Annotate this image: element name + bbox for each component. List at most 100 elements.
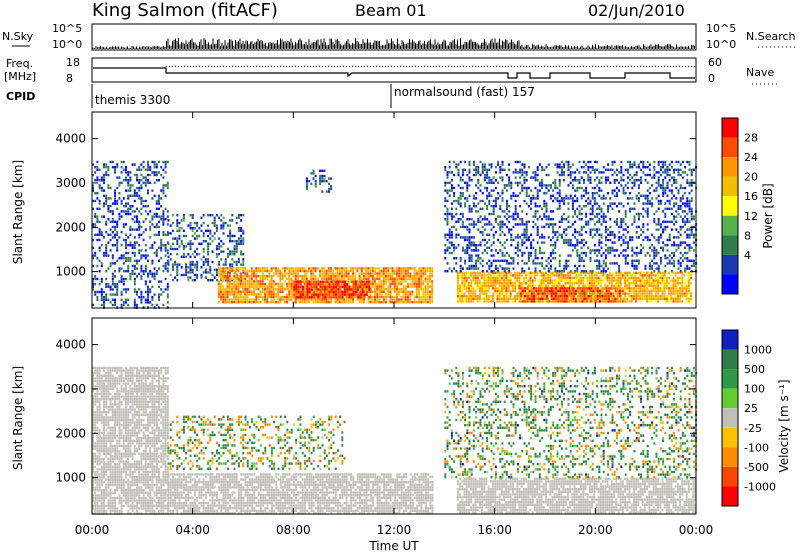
- power-ytick-label-0: 1000: [55, 265, 86, 279]
- power-colorbar-tick-0: 28: [744, 132, 758, 145]
- velocity-colorbar-tick-6: -500: [744, 461, 769, 474]
- power-ytick-label-2: 3000: [55, 176, 86, 190]
- velocity-colorbar-segment-6: [722, 447, 738, 467]
- power-colorbar-tick-1: 24: [744, 151, 758, 164]
- freq-unit: [MHz]: [4, 70, 36, 83]
- velocity-region-0: [92, 366, 169, 515]
- nsky-tick-top: 10^5: [52, 22, 82, 35]
- velocity-colorbar-tick-7: -1000: [744, 480, 776, 493]
- freq-trace: [93, 67, 695, 79]
- power-panel: 1000 2000 3000 4000 Slant Range [km]: [11, 111, 698, 309]
- power-colorbar-tick-2: 20: [744, 171, 758, 184]
- nsky-panel: N.Sky 10^5 10^0 10^5 10^0 N.Search: [2, 22, 796, 51]
- power-ytick-label-3: 4000: [55, 132, 86, 146]
- velocity-ytick-label-0: 1000: [55, 471, 86, 485]
- freq-frame: [91, 57, 697, 83]
- nsearch-label: N.Search: [746, 30, 796, 43]
- velocity-colorbar-tick-2: 100: [744, 383, 765, 396]
- power-y-axis: 1000 2000 3000 4000: [55, 132, 696, 279]
- velocity-colorbar-tick-0: 1000: [744, 344, 772, 357]
- x-tick-label-3: 12:00: [377, 523, 412, 537]
- cpid-row: CPID themis 3300 normalsound (fast) 157: [6, 84, 535, 108]
- velocity-ytick-label-1: 2000: [55, 426, 86, 440]
- velocity-y-axis: 1000 2000 3000 4000: [55, 338, 696, 485]
- power-region-7: [444, 160, 698, 273]
- velocity-colorbar-segment-7: [722, 466, 738, 487]
- power-colorbar-segment-0: [722, 118, 738, 138]
- velocity-colorbar-label: Velocity [m s⁻¹]: [777, 379, 791, 472]
- nsky-frame: [91, 23, 697, 51]
- velocity-colorbar-tick-1: 500: [744, 363, 765, 376]
- power-colorbar-frame: [721, 117, 739, 295]
- velocity-region-3: [456, 477, 697, 514]
- power-colorbar-segment-2: [722, 157, 738, 177]
- time-x-axis: 00:00 04:00 08:00 12:00 16:00 20:00 00:00: [75, 112, 714, 537]
- x-tick-label-1: 04:00: [175, 523, 210, 537]
- power-colorbar-label: Power [dB]: [761, 183, 775, 248]
- velocity-colorbar-segment-2: [722, 369, 738, 389]
- power-colorbar-tick-5: 8: [744, 229, 751, 242]
- velocity-colorbar-frame: [721, 329, 739, 507]
- velocity-colorbar-tick-5: -100: [744, 441, 769, 454]
- power-colorbar-tick-3: 16: [744, 190, 758, 203]
- power-colorbar-segment-8: [722, 274, 738, 294]
- velocity-ytick-label-2: 3000: [55, 382, 86, 396]
- velocity-region-2: [167, 415, 346, 470]
- x-tick-label-0: 00:00: [75, 523, 110, 537]
- beam-title: Beam 01: [355, 1, 427, 20]
- freq-tick-top: 18: [66, 56, 80, 69]
- power-colorbar-tick-4: 12: [744, 210, 758, 223]
- power-colorbar: 28 24 20 16 12 8 4: [721, 117, 758, 295]
- power-colorbar-segment-4: [722, 196, 738, 216]
- power-region-2: [305, 169, 333, 193]
- x-axis-label: Time UT: [368, 539, 419, 553]
- velocity-colorbar-segment-3: [722, 388, 738, 409]
- velocity-colorbar-segment-0: [722, 330, 738, 350]
- nsearch-tick-top: 10^5: [706, 22, 736, 35]
- nsky-label: N.Sky: [2, 30, 34, 43]
- date-title: 02/Jun/2010: [588, 1, 685, 20]
- freq-panel: Freq. [MHz] 18 8 60 0 Nave: [4, 56, 780, 85]
- velocity-colorbar-segment-5: [722, 427, 738, 448]
- power-colorbar-tick-6: 4: [744, 249, 751, 262]
- velocity-colorbar: 1000 500 100 25 -25 -100 -500 -1000: [721, 329, 776, 507]
- nsky-tick-bottom: 10^0: [52, 38, 82, 51]
- cpid-label: CPID: [6, 90, 35, 103]
- power-colorbar-segment-3: [722, 176, 738, 197]
- velocity-colorbar-segment-1: [722, 349, 738, 370]
- power-colorbar-segment-5: [722, 215, 738, 236]
- velocity-ytick-label-3: 4000: [55, 338, 86, 352]
- power-ytick-label-1: 2000: [55, 220, 86, 234]
- velocity-colorbar-segment-4: [722, 408, 738, 428]
- velocity-colorbar-tick-3: 25: [744, 402, 758, 415]
- cpid-entry-normalsound: normalsound (fast) 157: [394, 85, 535, 99]
- nave-label: Nave: [746, 66, 774, 79]
- station-title: King Salmon (fitACF): [92, 0, 278, 21]
- nsearch-tick-bottom: 10^0: [706, 38, 736, 51]
- nave-trace: [166, 66, 695, 67]
- nave-tick-top: 60: [708, 56, 722, 69]
- x-tick-label-5: 20:00: [578, 523, 613, 537]
- velocity-panel: 1000 2000 3000 4000 Slant Range [km]: [11, 317, 698, 515]
- velocity-heatmap: [92, 366, 698, 515]
- x-tick-label-6: 00:00: [679, 523, 714, 537]
- power-colorbar-segment-6: [722, 235, 738, 255]
- freq-label: Freq.: [6, 57, 33, 70]
- velocity-colorbar-segment-8: [722, 486, 738, 506]
- power-region-4: [293, 280, 371, 299]
- x-tick-label-4: 16:00: [477, 523, 512, 537]
- nsky-histogram: [92, 38, 695, 49]
- nave-tick-bottom: 0: [708, 72, 715, 85]
- power-panel-bg: [92, 112, 696, 308]
- velocity-y-label: Slant Range [km]: [11, 366, 25, 470]
- power-colorbar-segment-7: [722, 254, 738, 275]
- velocity-colorbar-tick-4: -25: [744, 422, 762, 435]
- velocity-region-1: [167, 473, 434, 515]
- cpid-entry-themis: themis 3300: [95, 93, 170, 107]
- freq-tick-bottom: 8: [66, 72, 73, 85]
- power-colorbar-segment-1: [722, 137, 738, 158]
- power-region-1: [167, 214, 245, 282]
- power-y-label: Slant Range [km]: [11, 160, 25, 264]
- x-tick-label-2: 08:00: [276, 523, 311, 537]
